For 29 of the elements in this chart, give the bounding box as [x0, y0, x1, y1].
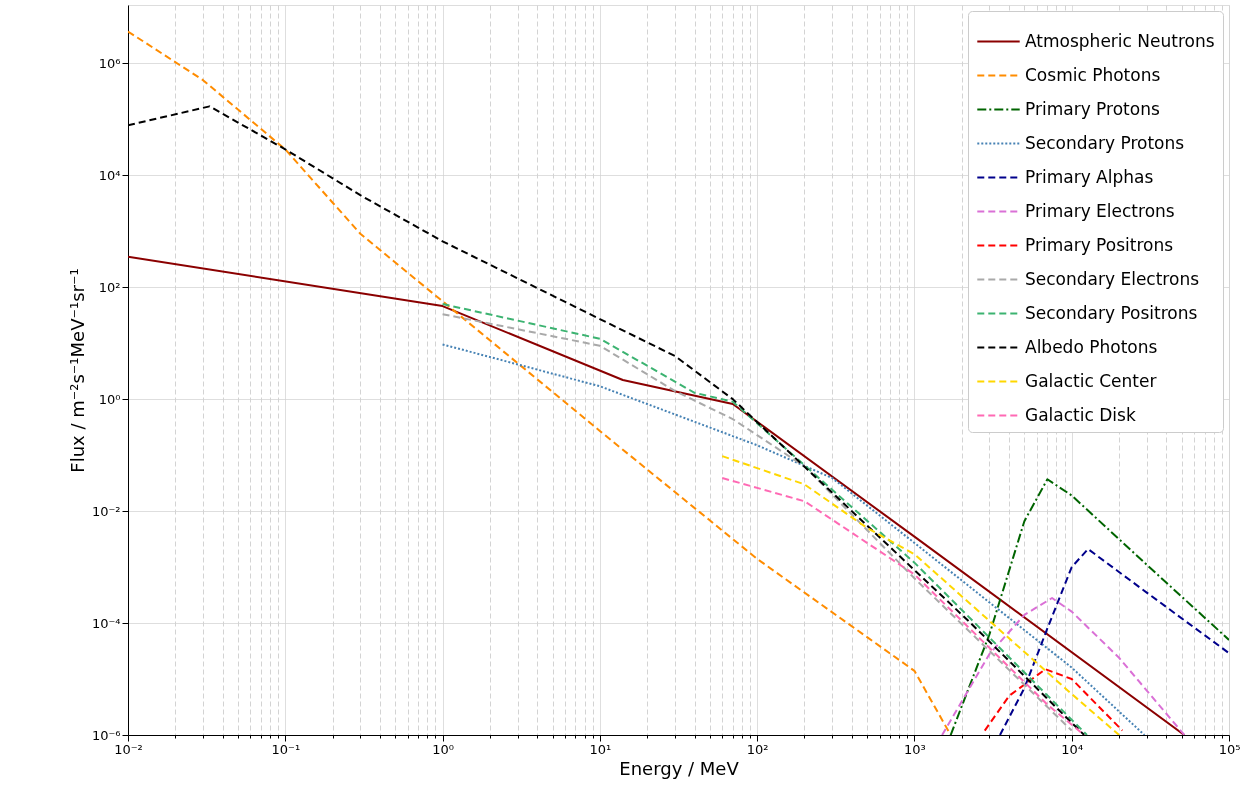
x-tick-label: 10⁻²: [114, 741, 143, 757]
legend-label: Primary Positrons: [1025, 234, 1174, 255]
legend-label: Atmospheric Neutrons: [1025, 30, 1215, 51]
legend-label: Primary Protons: [1025, 98, 1160, 119]
y-tick-label: 10⁴: [98, 167, 121, 183]
legend-label: Secondary Electrons: [1025, 268, 1200, 289]
y-tick-label: 10⁻⁴: [91, 615, 121, 631]
y-tick-label: 10⁻⁶: [91, 727, 121, 743]
y-axis-title: Flux / m⁻²s⁻¹MeV⁻¹sr⁻¹: [66, 268, 88, 473]
x-axis-title: Energy / MeV: [619, 757, 740, 779]
legend-label: Galactic Center: [1025, 370, 1157, 391]
legend-label: Primary Electrons: [1025, 200, 1175, 221]
legend-label: Secondary Protons: [1025, 132, 1185, 153]
x-tick-label: 10⁻¹: [271, 741, 301, 757]
x-tick-label: 10²: [746, 741, 769, 757]
x-tick-label: 10¹: [589, 741, 612, 757]
x-tick-label: 10⁴: [1061, 741, 1084, 757]
x-tick-label: 10⁵: [1218, 741, 1241, 757]
y-tick-label: 10⁻²: [91, 503, 121, 519]
y-tick-label: 10⁶: [98, 55, 121, 71]
legend-label: Cosmic Photons: [1025, 64, 1161, 85]
y-tick-label: 10⁰: [98, 391, 121, 407]
x-tick-label: 10³: [904, 741, 926, 757]
legend-label: Galactic Disk: [1025, 404, 1136, 425]
legend-label: Secondary Positrons: [1025, 302, 1198, 323]
y-tick-label: 10²: [98, 279, 121, 295]
legend-label: Primary Alphas: [1025, 166, 1154, 187]
x-tick-label: 10⁰: [432, 741, 454, 757]
legend-label: Albedo Photons: [1025, 336, 1158, 357]
